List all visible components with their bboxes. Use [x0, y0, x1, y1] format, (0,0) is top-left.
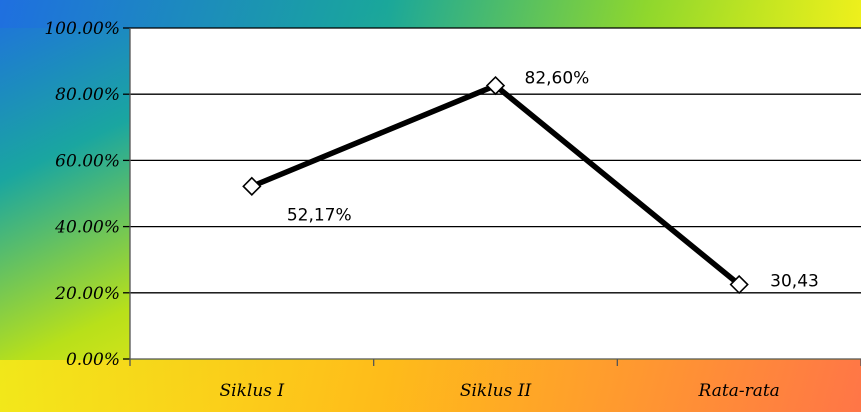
y-tick-label: 60.00% [55, 151, 120, 171]
x-axis-tick-labels: Siklus I Siklus II Rata-rata [220, 381, 780, 401]
data-labels: 52,17% 82,60% 30,43 [287, 69, 819, 292]
series-markers [242, 75, 749, 295]
y-tick-label: 0.00% [66, 350, 120, 370]
y-tick-label: 80.00% [55, 85, 120, 105]
y-tick-label: 20.00% [54, 284, 120, 304]
data-label: 82,60% [525, 69, 590, 89]
data-point-marker [729, 274, 749, 295]
x-tick-label: Rata-rata [698, 381, 780, 401]
y-axis-tick-labels: 0.00% 20.00% 40.00% 60.00% 80.00% 100.00% [44, 19, 120, 370]
y-tick-label: 40.00% [54, 218, 120, 238]
background-bottom-band [0, 360, 861, 412]
data-label: 52,17% [287, 205, 352, 225]
x-tick-label: Siklus II [460, 381, 532, 401]
background-top-band [0, 0, 861, 28]
y-tick-label: 100.00% [44, 19, 120, 39]
x-tick-label: Siklus I [220, 381, 285, 401]
axes [123, 27, 861, 366]
data-label: 30,43 [770, 272, 819, 292]
data-point-marker [485, 75, 506, 96]
data-point-marker [242, 176, 262, 196]
